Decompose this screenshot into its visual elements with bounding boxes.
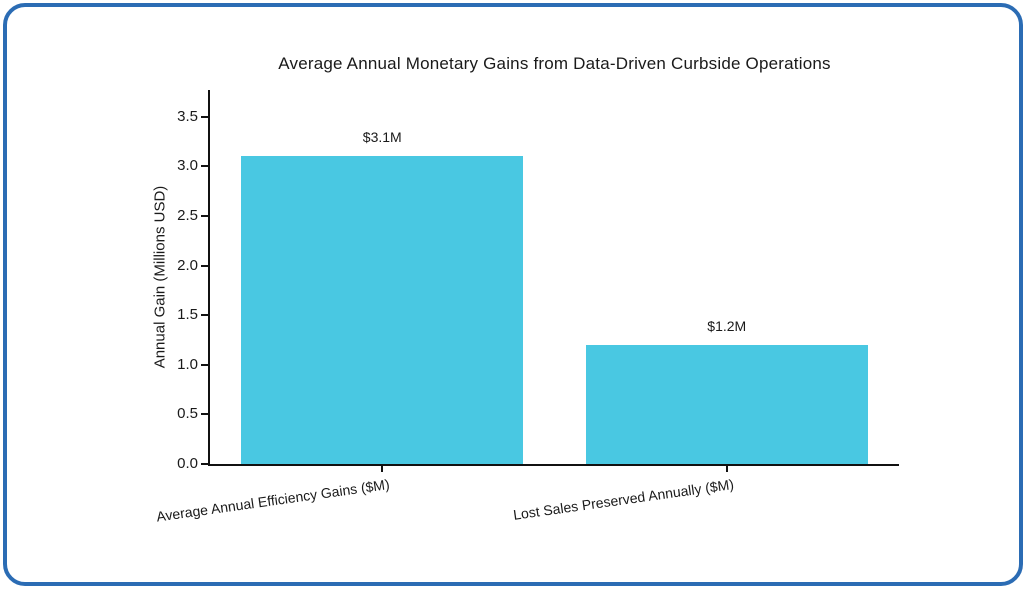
x-axis-line [208,464,899,466]
chart-title: Average Annual Monetary Gains from Data-… [278,54,831,73]
y-axis-line [208,90,210,466]
bar-value-label: $3.1M [362,129,402,146]
y-tick-label: 2.5 [177,206,198,224]
y-tick-label: 3.5 [177,107,198,125]
y-tick-mark [201,363,208,366]
y-tick-label: 2.0 [177,256,198,274]
y-tick-mark [201,463,208,465]
y-tick-mark [201,165,208,168]
y-tick-label: 1.0 [177,355,198,373]
y-tick-label: 1.5 [177,306,198,324]
y-tick-mark [201,413,208,416]
bar [585,344,868,464]
y-tick-label: 3.0 [177,157,198,175]
y-tick-mark [201,115,208,118]
bar-value-label: $1.2M [707,317,747,334]
plot-area: 0.0 0.5 1.0 1.5 2.0 2.5 3.0 3.5 $3.1M Average Ann… [155,90,899,525]
y-tick-label: 0.0 [177,455,198,472]
x-tick-mark [381,466,384,472]
y-tick-mark [201,214,208,217]
y-tick-mark [201,264,208,267]
y-tick-mark [201,314,208,317]
bar [241,156,524,464]
y-tick-label: 0.5 [177,405,198,423]
x-tick-mark [725,466,728,472]
